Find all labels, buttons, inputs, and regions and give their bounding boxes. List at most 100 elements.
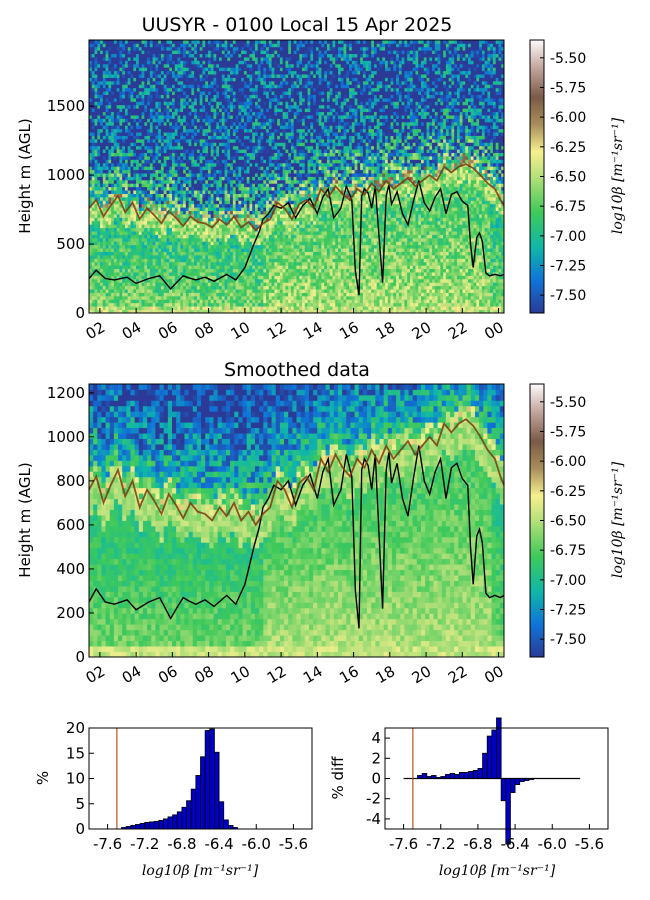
heatmap-cell bbox=[227, 302, 231, 307]
heatmap-cell bbox=[122, 159, 126, 164]
heatmap-cell bbox=[111, 53, 115, 58]
heatmap-cell bbox=[166, 135, 170, 140]
heatmap-cell bbox=[144, 46, 148, 51]
heatmap-cell bbox=[102, 132, 106, 136]
heatmap-cell bbox=[155, 302, 159, 307]
heatmap-cell bbox=[207, 70, 212, 75]
heatmap-cell bbox=[224, 261, 228, 266]
heatmap-cell bbox=[155, 268, 159, 273]
heatmap-cell bbox=[116, 53, 120, 58]
heatmap-cell bbox=[243, 237, 248, 242]
heatmap-cell bbox=[180, 91, 184, 95]
heatmap-cell bbox=[155, 111, 159, 116]
heatmap-cell bbox=[188, 142, 192, 147]
heatmap-cell bbox=[169, 135, 173, 140]
heatmap-cell bbox=[130, 244, 134, 249]
heatmap-cell bbox=[108, 244, 112, 249]
heatmap-cell bbox=[136, 278, 140, 283]
heatmap-cell bbox=[188, 94, 192, 99]
heatmap-cell bbox=[194, 121, 198, 126]
heatmap-cell bbox=[141, 289, 145, 293]
heatmap-cell bbox=[160, 196, 165, 201]
heatmap-cell bbox=[116, 183, 120, 188]
heatmap-cell bbox=[219, 254, 223, 259]
heatmap-cell bbox=[210, 142, 214, 147]
heatmap-cell bbox=[235, 101, 239, 106]
heatmap-cell bbox=[119, 94, 123, 99]
heatmap-cell bbox=[194, 190, 198, 194]
heatmap-cell bbox=[124, 214, 129, 218]
heatmap-cell bbox=[202, 53, 206, 58]
heatmap-cell bbox=[108, 272, 112, 276]
heatmap-cell bbox=[108, 156, 112, 160]
heatmap-cell bbox=[216, 278, 220, 283]
heatmap-cell bbox=[152, 224, 156, 229]
heatmap-cell bbox=[241, 115, 245, 119]
heatmap-cell bbox=[246, 292, 250, 297]
heatmap-cell bbox=[224, 70, 228, 75]
heatmap-cell bbox=[124, 98, 129, 102]
heatmap-cell bbox=[177, 289, 181, 293]
heatmap-cell bbox=[166, 70, 170, 75]
heatmap-cell bbox=[241, 207, 245, 212]
heatmap-cell bbox=[172, 142, 176, 147]
heatmap-cell bbox=[260, 237, 264, 242]
heatmap-cell bbox=[224, 237, 228, 242]
heatmap-cell bbox=[213, 190, 217, 194]
heatmap-cell bbox=[119, 101, 123, 106]
heatmap-cell bbox=[219, 196, 223, 201]
heatmap-cell bbox=[141, 292, 145, 297]
heatmap-cell bbox=[163, 217, 167, 222]
heatmap-cell bbox=[232, 101, 237, 106]
heatmap-cell bbox=[202, 121, 206, 126]
heatmap-cell bbox=[246, 282, 250, 287]
heatmap-cell bbox=[105, 91, 109, 95]
heatmap-cell bbox=[113, 261, 118, 266]
heatmap-cell bbox=[224, 251, 228, 256]
heatmap-cell bbox=[130, 186, 134, 191]
heatmap-cell bbox=[221, 50, 225, 55]
heatmap-cell bbox=[249, 210, 253, 215]
heatmap-cell bbox=[202, 207, 206, 212]
heatmap-cell bbox=[147, 302, 151, 307]
heatmap-cell bbox=[202, 145, 206, 150]
heatmap-cell bbox=[183, 156, 187, 160]
heatmap-cell bbox=[224, 227, 228, 232]
heatmap-cell bbox=[232, 258, 237, 263]
heatmap-cell bbox=[177, 46, 181, 51]
heatmap-cell bbox=[257, 138, 261, 143]
heatmap-cell bbox=[241, 145, 245, 150]
heatmap-cell bbox=[232, 135, 237, 140]
heatmap-cell bbox=[235, 224, 239, 229]
heatmap-cell bbox=[230, 251, 234, 256]
heatmap-cell bbox=[160, 156, 165, 160]
heatmap-cell bbox=[119, 91, 123, 95]
heatmap-cell bbox=[136, 302, 140, 307]
heatmap-cell bbox=[169, 217, 173, 222]
heatmap-cell bbox=[235, 169, 239, 174]
heatmap-cell bbox=[169, 302, 173, 307]
heatmap-cell bbox=[205, 251, 209, 256]
heatmap-cell bbox=[241, 60, 245, 65]
heatmap-cell bbox=[207, 40, 212, 44]
heatmap-cell bbox=[111, 220, 115, 225]
heatmap-cell bbox=[160, 70, 165, 75]
heatmap-cell bbox=[100, 40, 104, 44]
heatmap-cell bbox=[246, 67, 250, 72]
heatmap-cell bbox=[180, 183, 184, 188]
heatmap-cell bbox=[116, 145, 120, 150]
heatmap-cell bbox=[169, 244, 173, 249]
heatmap-cell bbox=[177, 302, 181, 307]
heatmap-cell bbox=[219, 224, 223, 229]
heatmap-cell bbox=[177, 87, 181, 92]
heatmap-cell bbox=[183, 309, 187, 314]
heatmap-cell bbox=[130, 302, 134, 307]
heatmap-cell bbox=[163, 227, 167, 232]
heatmap-cell bbox=[257, 295, 261, 300]
heatmap-cell bbox=[174, 299, 178, 304]
heatmap-cell bbox=[199, 135, 203, 140]
heatmap-cell bbox=[216, 207, 220, 212]
heatmap-cell bbox=[202, 258, 206, 263]
heatmap-cell bbox=[243, 159, 248, 164]
heatmap-cell bbox=[149, 121, 154, 126]
